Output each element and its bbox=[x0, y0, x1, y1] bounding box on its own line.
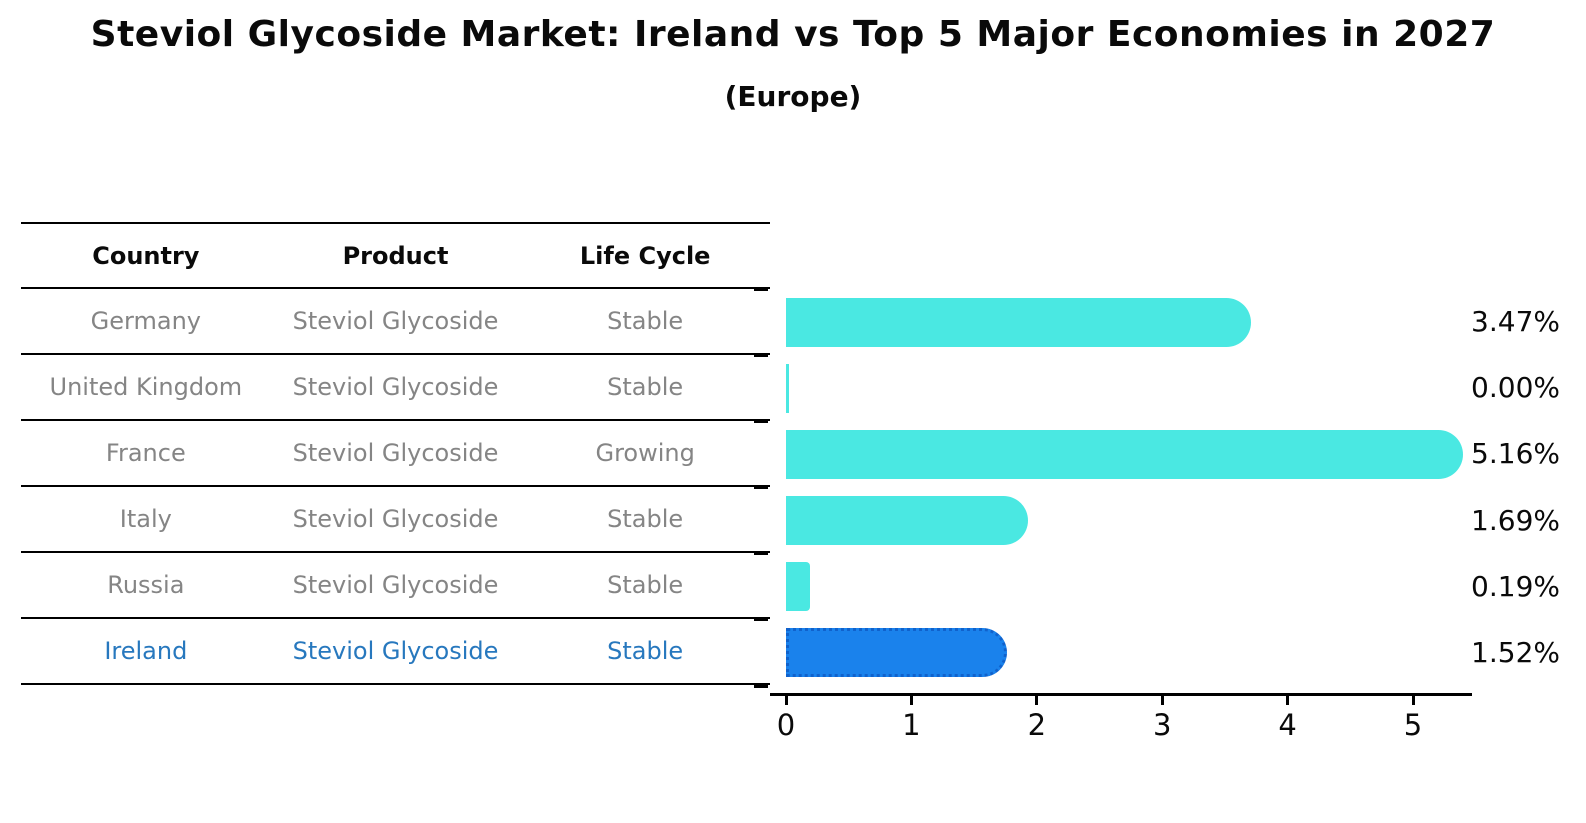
table-cell-product: Steviol Glycoside bbox=[292, 571, 499, 599]
chart-title: Steviol Glycoside Market: Ireland vs Top… bbox=[90, 14, 1496, 55]
table-cell-lifecycle: Stable bbox=[607, 373, 684, 401]
y-axis-tick bbox=[754, 552, 768, 556]
x-axis-tick bbox=[784, 696, 788, 705]
country-table: Country Product Life Cycle Germany Stevio… bbox=[21, 222, 770, 685]
table-row: Italy Steviol Glycoside Stable bbox=[21, 487, 770, 553]
bar-russia bbox=[786, 562, 810, 612]
x-axis-tick bbox=[1160, 696, 1164, 705]
table-cell-lifecycle: Stable bbox=[607, 307, 684, 335]
y-axis-tick bbox=[754, 618, 768, 622]
x-axis-tick-label: 4 bbox=[1278, 708, 1297, 742]
y-axis-tick bbox=[754, 419, 768, 423]
x-axis-line bbox=[770, 693, 1472, 696]
table-row: Ireland Steviol Glycoside Stable bbox=[21, 619, 770, 685]
table-cell-country: Russia bbox=[107, 571, 185, 599]
x-axis-tick bbox=[1035, 696, 1039, 705]
column-header-lifecycle: Life Cycle bbox=[579, 241, 711, 270]
table-cell-product: Steviol Glycoside bbox=[292, 373, 499, 401]
table-row: Russia Steviol Glycoside Stable bbox=[21, 553, 770, 619]
bar-germany bbox=[786, 297, 1252, 347]
y-axis-tick bbox=[754, 287, 768, 291]
bar-france bbox=[786, 429, 1464, 479]
table-cell-country: United Kingdom bbox=[49, 373, 243, 401]
bar-highlight-ireland bbox=[786, 628, 1007, 678]
value-label: 1.69% bbox=[1471, 503, 1560, 537]
table-row: France Steviol Glycoside Growing bbox=[21, 421, 770, 487]
table-cell-product: Steviol Glycoside bbox=[292, 505, 499, 533]
y-axis-tick bbox=[754, 353, 768, 357]
column-header-country: Country bbox=[92, 241, 200, 270]
bar-united-kingdom bbox=[786, 363, 789, 413]
table-cell-product: Steviol Glycoside bbox=[292, 307, 499, 335]
table-row: Germany Steviol Glycoside Stable bbox=[21, 289, 770, 355]
table-cell-country: Ireland bbox=[104, 637, 188, 665]
chart-subtitle: (Europe) bbox=[724, 80, 862, 113]
table-cell-lifecycle: Growing bbox=[595, 439, 695, 467]
y-axis-tick bbox=[754, 684, 768, 688]
bar-italy bbox=[786, 496, 1028, 546]
x-axis-tick-label: 2 bbox=[1027, 708, 1047, 742]
column-header-product: Product bbox=[342, 241, 449, 270]
table-cell-lifecycle: Stable bbox=[607, 571, 684, 599]
table-cell-country: Germany bbox=[90, 307, 201, 335]
x-axis-tick bbox=[1286, 696, 1290, 705]
x-axis-tick-label: 5 bbox=[1403, 708, 1423, 742]
table-header-row: Country Product Life Cycle bbox=[21, 222, 770, 289]
table-cell-lifecycle: Stable bbox=[607, 637, 684, 665]
value-label: 0.19% bbox=[1471, 569, 1560, 603]
table-cell-product: Steviol Glycoside bbox=[292, 637, 499, 665]
y-axis-tick bbox=[754, 486, 768, 489]
table-cell-product: Steviol Glycoside bbox=[292, 439, 499, 467]
table-body: Germany Steviol Glycoside Stable United Kin… bbox=[21, 289, 770, 685]
table-cell-country: France bbox=[105, 439, 186, 467]
x-axis-tick-label: 3 bbox=[1152, 708, 1172, 742]
table-row: United Kingdom Steviol Glycoside Stable bbox=[21, 355, 770, 421]
table-cell-country: Italy bbox=[119, 505, 172, 533]
value-label: 5.16% bbox=[1471, 437, 1560, 471]
value-label: 0.00% bbox=[1471, 371, 1560, 405]
x-axis-tick bbox=[1411, 696, 1415, 705]
table-cell-lifecycle: Stable bbox=[607, 505, 684, 533]
value-label: 3.47% bbox=[1471, 305, 1560, 339]
x-axis-tick-label: 0 bbox=[776, 708, 796, 742]
x-axis-tick bbox=[909, 696, 913, 705]
value-label: 1.52% bbox=[1471, 635, 1560, 669]
x-axis-tick-label: 1 bbox=[902, 708, 921, 742]
